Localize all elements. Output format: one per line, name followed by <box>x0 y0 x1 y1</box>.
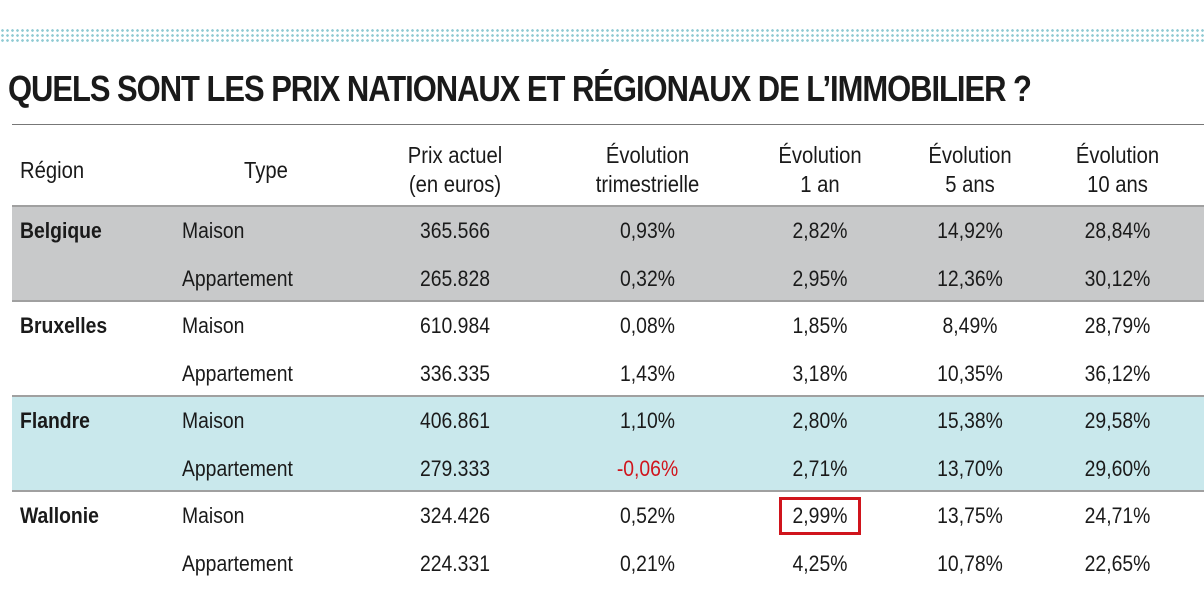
table-cell-an5: 8,49% <box>942 313 998 338</box>
table-cell-trim: -0,06% <box>616 455 679 481</box>
type-label: Appartement <box>182 360 293 386</box>
column-header-line1: Type <box>244 157 288 183</box>
table-cell-an10: 28,79% <box>1084 313 1151 338</box>
column-header-an10: Évolution 10 ans <box>1049 141 1185 199</box>
table-cell-an5: 13,75% <box>937 503 1003 528</box>
table-cell-trim: 0,93% <box>620 218 675 243</box>
column-header-line1: Évolution <box>605 142 690 168</box>
row-band-blue <box>12 396 1204 491</box>
table-cell-prix: 336.335 <box>420 360 490 386</box>
table-cell-trim: 0,08% <box>620 313 675 338</box>
table-cell-an1: 2,82% <box>792 218 848 243</box>
table-cell-an10: 30,12% <box>1084 265 1151 291</box>
table-cell-an5: 10,35% <box>937 360 1003 386</box>
column-header-line1: Évolution <box>778 142 862 168</box>
title-rule <box>12 124 1204 125</box>
row-separator <box>12 490 1204 492</box>
table-cell-an1: 2,80% <box>792 408 848 433</box>
region-label: Wallonie <box>20 503 99 528</box>
column-header-an5: Évolution 5 ans <box>904 141 1036 199</box>
table-cell-prix: 279.333 <box>420 455 490 481</box>
table-cell-trim: 0,52% <box>620 503 675 528</box>
table-cell-an1: 3,18% <box>792 360 848 386</box>
table-cell-an10: 22,65% <box>1084 550 1151 576</box>
column-header-line2: 10 ans <box>1087 171 1148 197</box>
type-label: Appartement <box>182 455 293 481</box>
column-header-prix: Prix actuel (en euros) <box>380 141 530 199</box>
type-label: Maison <box>182 408 245 433</box>
dotted-header-pattern <box>0 28 1204 44</box>
table-cell-an1: 2,95% <box>792 265 848 291</box>
table-cell-prix: 610.984 <box>420 313 490 338</box>
table-cell-prix: 224.331 <box>420 550 490 576</box>
table-cell-an1: 2,99% <box>792 503 848 528</box>
column-header-region: Région <box>20 156 143 185</box>
type-label: Appartement <box>182 550 293 576</box>
column-header-trim: Évolution trimestrielle <box>571 141 725 199</box>
type-label: Maison <box>182 218 245 243</box>
type-label: Appartement <box>182 265 293 291</box>
type-label: Maison <box>182 313 245 338</box>
table-cell-trim: 1,10% <box>620 408 675 433</box>
column-header-line2: 1 an <box>800 171 840 197</box>
region-label: Belgique <box>20 218 102 243</box>
table-cell-prix: 265.828 <box>420 265 490 291</box>
table-cell-an5: 14,92% <box>937 218 1003 243</box>
column-header-an1: Évolution 1 an <box>754 141 886 199</box>
row-band-gray <box>12 206 1204 301</box>
table-cell-an5: 12,36% <box>937 265 1003 291</box>
table-cell-trim: 0,32% <box>620 265 675 291</box>
column-header-line1: Prix actuel <box>407 142 503 168</box>
column-header-line2: (en euros) <box>408 171 502 197</box>
region-label: Bruxelles <box>20 313 108 338</box>
column-header-line2: 5 ans <box>945 171 995 197</box>
table-cell-an10: 36,12% <box>1084 360 1151 386</box>
table-cell-prix: 365.566 <box>420 218 490 243</box>
table-cell-an1: 4,25% <box>792 550 848 576</box>
table-cell-an10: 29,58% <box>1084 408 1151 433</box>
column-header-line2: trimestrielle <box>595 171 700 197</box>
table-cell-an5: 15,38% <box>937 408 1003 433</box>
column-header-line1: Évolution <box>928 142 1012 168</box>
table-cell-prix: 406.861 <box>420 408 490 433</box>
table-cell-an10: 28,84% <box>1084 218 1151 243</box>
table-cell-trim: 1,43% <box>620 360 675 386</box>
table-cell-an1: 2,71% <box>792 455 848 481</box>
table-cell-an10: 29,60% <box>1084 455 1151 481</box>
table-cell-an10: 24,71% <box>1084 503 1151 528</box>
column-header-type: Type <box>244 156 360 185</box>
type-label: Maison <box>182 503 245 528</box>
table-cell-an5: 10,78% <box>937 550 1003 576</box>
page-title: QUELS SONT LES PRIX NATIONAUX ET RÉGIONA… <box>8 68 1032 109</box>
column-header-line1: Région <box>20 157 85 183</box>
table-cell-an1: 1,85% <box>792 313 848 338</box>
table-cell-trim: 0,21% <box>620 550 675 576</box>
highlight-box <box>779 497 861 535</box>
table-cell-prix: 324.426 <box>420 503 490 528</box>
table-cell-an5: 13,70% <box>937 455 1003 481</box>
row-separator <box>12 300 1204 302</box>
row-separator <box>12 395 1204 397</box>
row-separator <box>12 205 1204 207</box>
column-header-line1: Évolution <box>1075 142 1160 168</box>
region-label: Flandre <box>20 408 90 433</box>
